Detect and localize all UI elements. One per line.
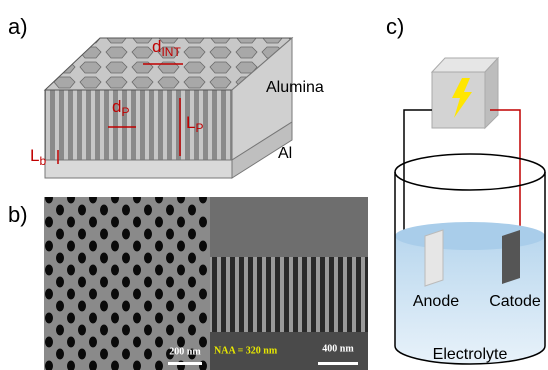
d-p-sub: P	[121, 105, 129, 119]
l-p-sub: P	[195, 121, 203, 135]
scale-label: 400 nm	[322, 343, 354, 354]
caption: NAA = 320 nm	[214, 345, 278, 356]
beaker-rim	[395, 154, 545, 190]
sem-columns	[210, 257, 368, 332]
al-label: Al	[278, 145, 292, 162]
l-b-main: L	[30, 146, 39, 165]
power-front	[432, 72, 485, 128]
figure: a) dINT Alumina dP LP Lb Al b) 200 nm NA…	[0, 0, 548, 370]
alumina-label: Alumina	[266, 79, 324, 96]
sem-surface	[210, 197, 368, 257]
wire-cathode	[490, 110, 520, 236]
scale-bar	[318, 362, 358, 365]
scale-bar	[168, 362, 202, 365]
anode-label: Anode	[413, 293, 459, 310]
anode	[425, 230, 443, 286]
wire-anode	[404, 110, 433, 238]
liquid-surface	[395, 222, 545, 250]
l-b-label: Lb	[30, 146, 46, 168]
sem-top-view	[44, 197, 210, 370]
l-b-sub: b	[39, 154, 46, 168]
d-p-main: d	[112, 97, 121, 116]
d-int-main: d	[152, 37, 161, 56]
d-int-sub: INT	[161, 45, 181, 59]
al-front	[45, 160, 232, 178]
panel-label: c)	[386, 14, 404, 39]
cathode-label: Catode	[489, 293, 541, 310]
panel-label: b)	[8, 202, 28, 227]
electrolyte-label: Electrolyte	[433, 346, 508, 363]
cathode	[502, 230, 520, 284]
alumina-front	[45, 90, 232, 160]
scale-label: 200 nm	[169, 346, 201, 357]
panel-label: a)	[8, 14, 28, 39]
l-p-main: L	[186, 113, 195, 132]
